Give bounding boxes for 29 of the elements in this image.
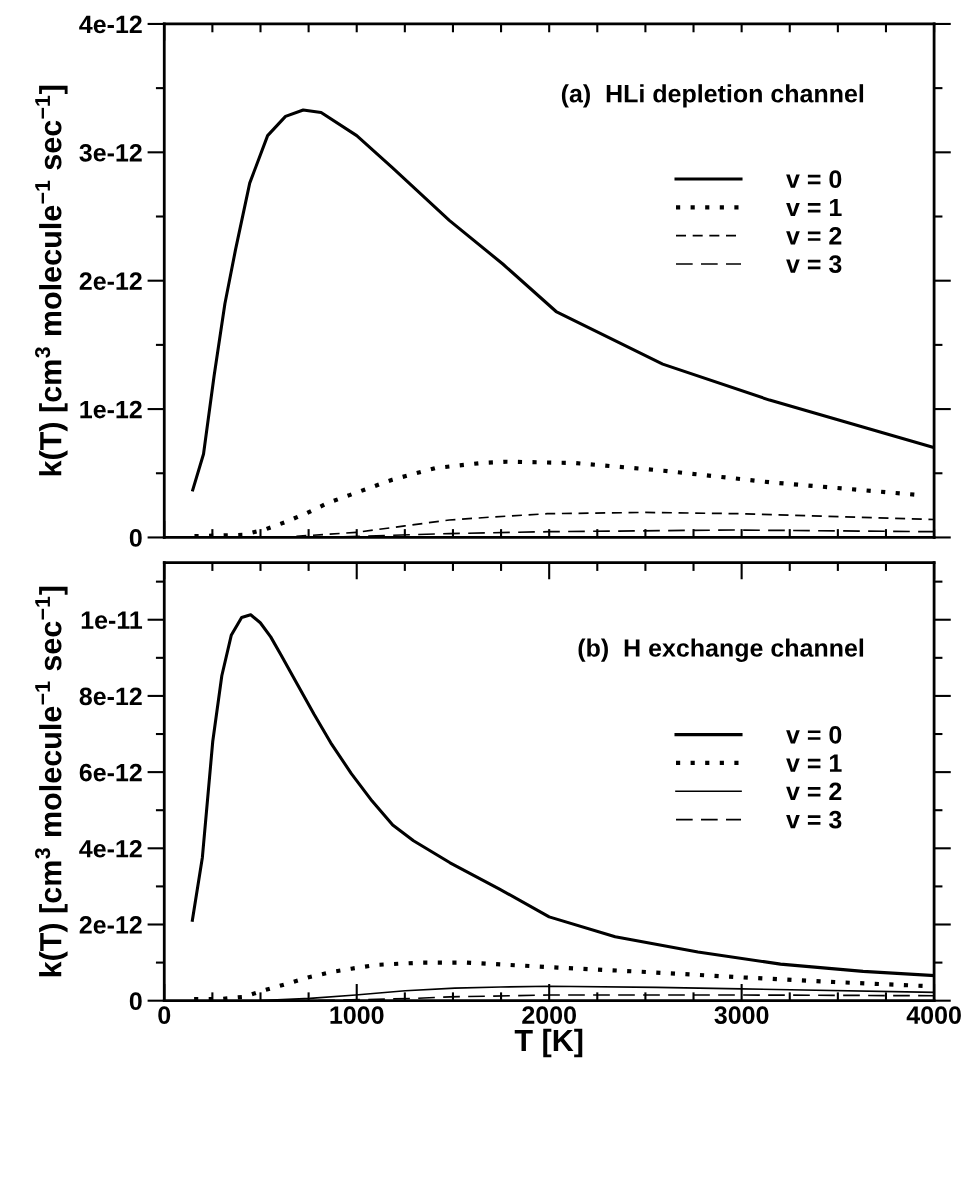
x-tick-label: 0	[158, 1006, 171, 1024]
y-axis-title: k(T) [cm$^{3}$ molecule$^{−1}$ sec$^{−1}$]	[35, 586, 68, 977]
legend-label: v = 2	[786, 226, 842, 245]
y-tick-label: 1e-11	[81, 611, 143, 630]
y-tick-label: 8e-12	[79, 687, 142, 706]
annotation: (b) H exchange channel	[578, 638, 864, 662]
y-tick-label: 6e-12	[79, 763, 142, 782]
legend-label: v = 3	[786, 810, 842, 829]
x-tick-label: 4000	[906, 1006, 961, 1024]
legend-label: v = 1	[786, 754, 842, 772]
legend-label: v = 1	[786, 198, 842, 217]
y-tick-label: 2e-12	[79, 916, 142, 934]
x-tick-label: 3000	[714, 1006, 769, 1024]
x-tick-label: 2000	[522, 1006, 576, 1024]
x-axis-title: T [K]	[514, 1028, 583, 1058]
y-tick-label: 3e-12	[79, 143, 142, 162]
y-tick-label: 0	[129, 992, 142, 1010]
x-tick-label: 1000	[330, 1006, 384, 1024]
y-tick-label: 1e-12	[80, 400, 142, 419]
legend-label: v = 0	[786, 725, 842, 744]
y-tick-label: 2e-12	[79, 272, 142, 290]
legend-label: v = 0	[786, 170, 842, 189]
annotation: (a) HLi depletion channel	[561, 84, 864, 108]
legend-label: v = 3	[786, 255, 842, 273]
y-tick-label: 4e-12	[79, 839, 142, 858]
y-axis-title: k(T) [cm$^{3}$ molecule$^{−1}$ sec$^{−1}$]	[35, 85, 68, 476]
y-tick-label: 0	[129, 529, 142, 547]
y-tick-label: 4e-12	[79, 15, 142, 34]
legend-label: v = 2	[786, 782, 842, 801]
